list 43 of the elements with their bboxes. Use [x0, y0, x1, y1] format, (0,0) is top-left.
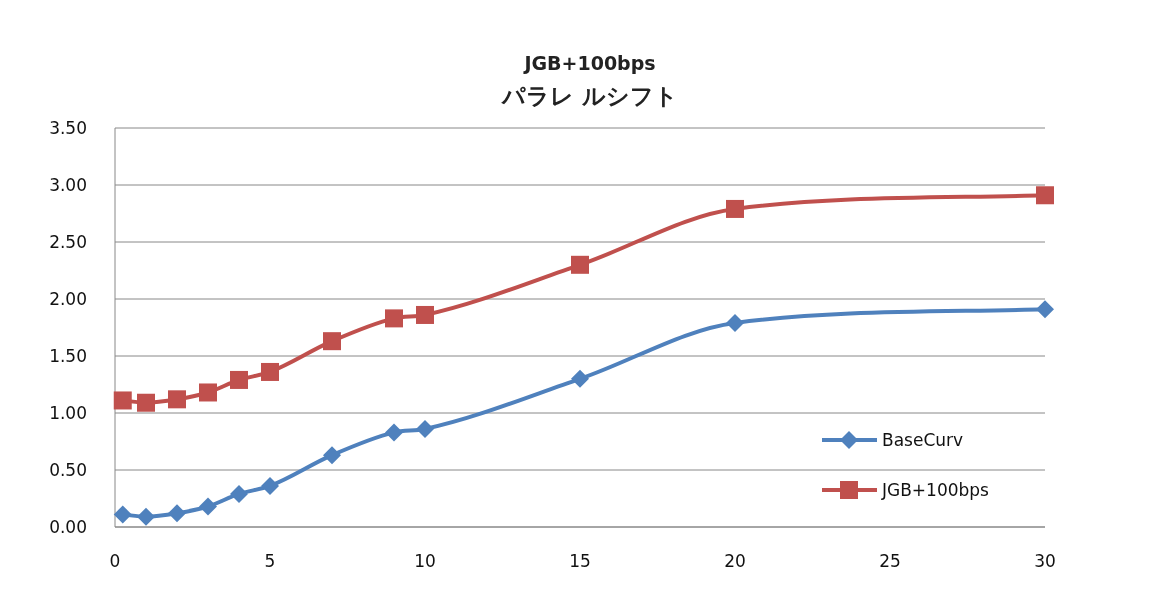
y-tick-label: 1.00	[49, 403, 87, 423]
point	[261, 476, 279, 495]
point	[113, 391, 132, 410]
y-tick-label: 3.00	[49, 175, 87, 195]
point	[726, 313, 744, 332]
point	[137, 393, 155, 412]
y-tick-label: 0.50	[49, 460, 87, 480]
point	[230, 370, 248, 389]
x-tick-label: 15	[569, 551, 591, 571]
point	[416, 419, 434, 438]
y-tick-label: 1.50	[49, 346, 87, 366]
x-tick-label: 5	[264, 551, 276, 571]
point	[726, 199, 744, 218]
point	[168, 390, 186, 409]
point	[323, 446, 341, 465]
point	[416, 305, 434, 324]
point	[199, 383, 217, 402]
point	[1036, 300, 1054, 319]
point	[1036, 186, 1054, 205]
point	[230, 484, 248, 503]
x-tick-label: 25	[879, 551, 901, 571]
point	[137, 507, 155, 526]
x-tick-label: 30	[1034, 551, 1056, 571]
point	[323, 332, 341, 351]
point	[199, 497, 217, 516]
x-tick-label: 0	[109, 551, 121, 571]
y-tick-label: 2.50	[49, 232, 87, 252]
legend-label: JGB+100bps	[881, 480, 990, 500]
y-tick-label: 3.50	[49, 118, 87, 138]
point	[113, 505, 132, 524]
point	[571, 255, 589, 274]
point	[385, 309, 403, 328]
point	[261, 362, 279, 381]
legend-label: BaseCurv	[882, 430, 964, 450]
point	[571, 369, 589, 388]
y-tick-label: 0.00	[49, 517, 87, 537]
chart-title: JGB+100bps	[522, 52, 656, 74]
point	[168, 504, 186, 523]
chart-subtitle: パラレ ルシフト	[499, 83, 679, 109]
x-tick-label: 10	[414, 551, 436, 571]
x-tick-label: 20	[724, 551, 746, 571]
y-tick-label: 2.00	[49, 289, 87, 309]
point	[385, 423, 403, 442]
